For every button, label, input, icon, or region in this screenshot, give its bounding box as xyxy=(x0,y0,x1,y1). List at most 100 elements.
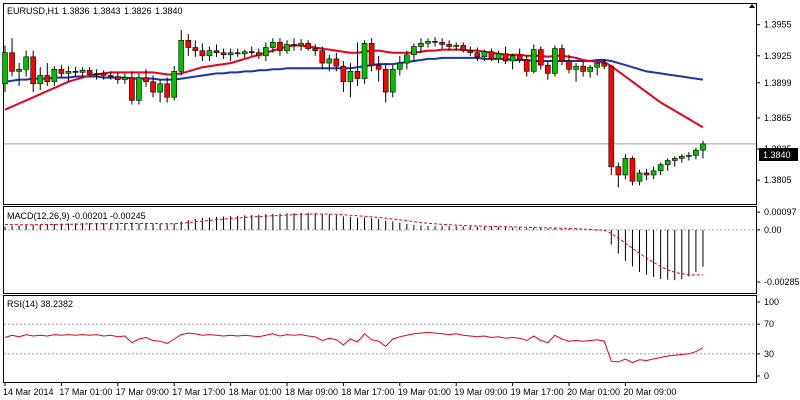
candle-body xyxy=(220,52,227,56)
candle xyxy=(16,63,22,86)
candle xyxy=(333,52,340,72)
candle-body xyxy=(615,166,622,176)
candle-body xyxy=(199,50,206,57)
candle xyxy=(2,45,8,93)
candle-body xyxy=(700,143,706,151)
candle xyxy=(79,67,86,78)
candle-body xyxy=(396,62,403,70)
candle xyxy=(368,38,375,72)
candle xyxy=(537,46,544,70)
macd-layer xyxy=(4,212,756,281)
candle xyxy=(9,38,15,77)
candle xyxy=(693,148,699,160)
candle xyxy=(354,42,361,86)
ma-red-line xyxy=(4,44,704,129)
candle xyxy=(93,69,100,80)
candle xyxy=(382,63,389,103)
macd-tick-label: 0.00 xyxy=(764,225,782,235)
candle xyxy=(573,63,579,82)
candle xyxy=(700,140,706,159)
candle xyxy=(263,42,269,61)
candle-body xyxy=(523,59,530,72)
candle-body xyxy=(107,75,114,77)
candle-body xyxy=(270,42,276,48)
candle-body xyxy=(122,77,128,80)
candle-body xyxy=(277,42,283,51)
header-high: 1.3843 xyxy=(93,6,121,16)
time-tick-label: 19 Mar 09:00 xyxy=(454,387,507,397)
header-close: 1.3840 xyxy=(155,6,183,16)
candle xyxy=(481,49,488,61)
time-tick-label: 18 Mar 01:00 xyxy=(229,387,282,397)
candle xyxy=(340,60,347,93)
candle xyxy=(629,156,636,186)
candle xyxy=(418,38,424,53)
candle-body xyxy=(284,44,290,51)
candle-body xyxy=(608,65,615,167)
time-tick-label: 19 Mar 01:00 xyxy=(398,387,451,397)
candle xyxy=(509,53,516,70)
candle xyxy=(305,40,311,51)
candle xyxy=(72,67,79,77)
rsi-tick-label: 100 xyxy=(764,297,779,307)
candle-body xyxy=(129,77,135,101)
candle xyxy=(474,47,481,61)
candle xyxy=(601,58,608,70)
candle-body xyxy=(537,49,544,66)
candle xyxy=(678,154,685,163)
candle-body xyxy=(580,65,586,72)
candle xyxy=(270,38,276,53)
candle-body xyxy=(622,158,629,176)
candle xyxy=(136,73,142,105)
rsi-line xyxy=(4,331,704,364)
candle-body xyxy=(643,172,650,176)
candle xyxy=(389,65,396,98)
candle-body xyxy=(305,43,311,49)
candle-body xyxy=(100,73,107,76)
rsi-tick-label: 30 xyxy=(764,349,774,359)
time-tick-label: 17 Mar 17:00 xyxy=(172,387,225,397)
candle xyxy=(439,38,445,49)
header-open: 1.3836 xyxy=(62,6,90,16)
candle xyxy=(615,162,622,188)
candle-body xyxy=(72,71,79,73)
rsi-tick-label: 70 xyxy=(764,319,774,329)
candle-body xyxy=(164,83,170,98)
candle-body xyxy=(552,48,558,74)
candle xyxy=(523,55,530,77)
time-tick-label: 18 Mar 09:00 xyxy=(285,387,338,397)
candle xyxy=(516,48,523,64)
candle-body xyxy=(453,45,460,47)
candle xyxy=(107,71,114,80)
candle-body xyxy=(171,71,177,98)
candle-body xyxy=(192,47,199,51)
candle-body xyxy=(488,51,495,60)
candle xyxy=(178,29,185,76)
candle xyxy=(171,66,177,101)
time-tick-label: 14 Mar 2014 xyxy=(3,387,54,397)
candle xyxy=(566,54,572,74)
candle-body xyxy=(545,64,551,74)
candle xyxy=(199,43,206,61)
candle-body xyxy=(693,149,699,156)
candle xyxy=(446,40,452,51)
candle-body xyxy=(354,71,361,79)
candle-body xyxy=(389,68,396,93)
candle-body xyxy=(178,39,185,72)
candle xyxy=(453,42,460,51)
candle xyxy=(425,38,431,48)
candle-body xyxy=(93,73,100,75)
candle-body xyxy=(509,55,516,62)
candle-body xyxy=(418,43,424,47)
candle-body xyxy=(2,52,8,85)
rsi-tick-label: 0 xyxy=(764,371,769,381)
candle xyxy=(467,46,474,56)
price-tag-label: 1.3840 xyxy=(763,150,791,160)
macd-signal-line xyxy=(4,213,703,276)
candle xyxy=(432,37,438,47)
candle xyxy=(284,40,290,54)
candle-body xyxy=(157,83,163,93)
candle-body xyxy=(446,44,452,47)
candle-body xyxy=(474,52,481,58)
candle-body xyxy=(86,70,93,75)
